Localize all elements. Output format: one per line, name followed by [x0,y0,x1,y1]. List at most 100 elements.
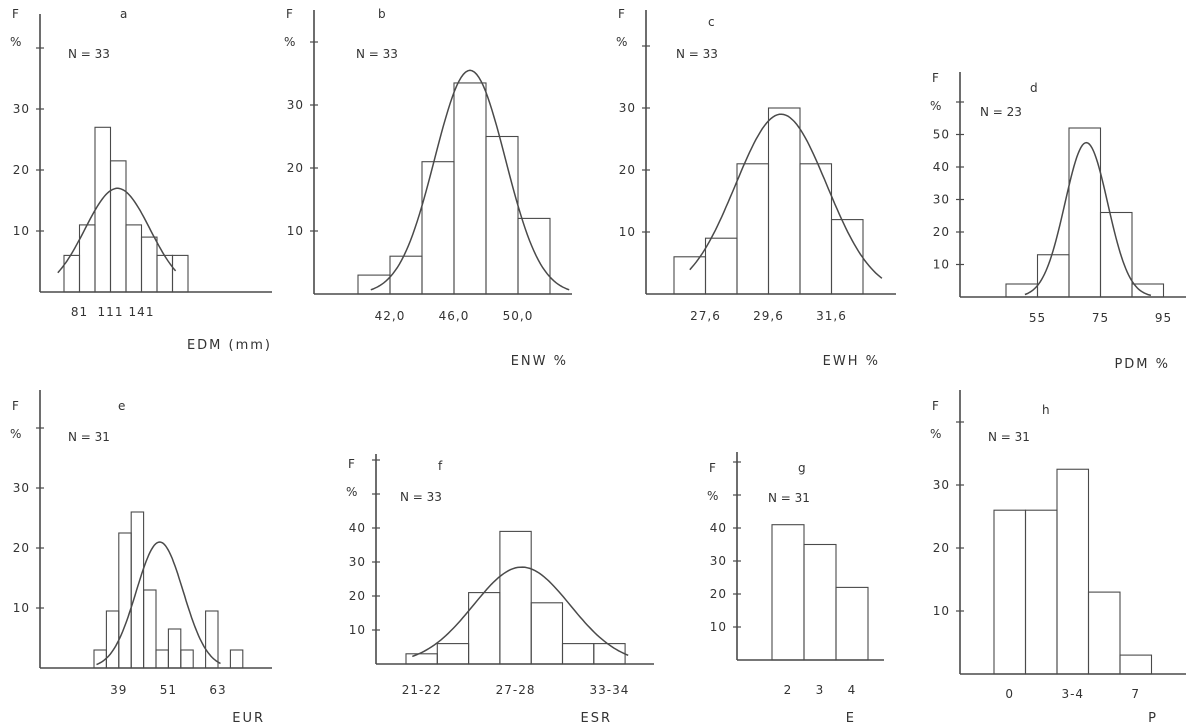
histogram-bar-111-126 [109,160,127,293]
x-tick-label: 63 [209,683,226,697]
y-tick-label: 10 [619,225,636,239]
y-tick-label: 40 [349,521,366,535]
histogram-bar-51-54 [167,628,182,669]
histogram-bar-26,6-27,6 [673,256,707,295]
y-axis-title-percent: % [930,427,941,441]
x-tick-label: 81 [71,305,88,319]
y-tick-label: 30 [349,555,366,569]
x-axis-label: EDM (mm) [187,338,272,353]
panel-letter: f [438,459,443,473]
y-tick-label: 30 [619,101,636,115]
panel-letter: g [798,461,806,475]
y-tick-label: 40 [933,160,950,174]
histogram-bar-36-39 [105,610,120,669]
histogram-bar-85-95 [1131,283,1165,298]
y-axis-title-f: F [348,457,355,471]
panel-e: 10 20 30 F% e N = 31 39 51 63 EUR [10,390,272,726]
x-tick-label: 46,0 [439,309,470,323]
y-tick-label: 30 [933,478,950,492]
histogram-bar-40,0-42,0 [357,274,391,295]
histogram-bar-27,6-28,6 [704,237,738,295]
histogram-bar-171-186 [171,254,189,293]
histogram-bar-2 [771,524,805,661]
panel-letter: d [1030,81,1038,95]
sample-size: N = 31 [68,430,110,444]
panel-letter: h [1042,403,1050,417]
y-tick-label: 20 [287,161,304,175]
y-axis-title-percent: % [10,427,21,441]
x-tick-label: 51 [160,683,177,697]
histogram-bar-33-34 [593,643,626,665]
normal-curve [370,69,570,291]
y-tick-label: 20 [349,589,366,603]
histogram-bar-42,0-44,0 [389,255,423,295]
x-axis-label: ESR [581,711,613,726]
histogram-bar-27-28 [499,530,532,665]
y-axis-title-percent: % [10,35,21,49]
x-axis-label: EUR [232,711,265,726]
histogram-bar-29-30 [530,602,564,665]
histogram-bar-60-63 [205,610,219,669]
panel-letter: a [120,7,127,21]
x-tick-label: 3 [816,683,825,697]
histogram-bar-31-32 [561,643,595,665]
histogram-bar-5-6 [1087,591,1121,675]
histogram-bar-45-48 [143,589,157,669]
y-axis-title-f: F [618,7,625,21]
x-tick-label: 27-28 [496,683,536,697]
histogram-bar-66-69 [229,649,244,669]
histogram-bar-65-75 [1068,127,1102,298]
x-tick-label: 29,6 [753,309,784,323]
y-tick-label: 10 [349,623,366,637]
x-axis-label: ENW % [511,354,568,369]
panel-letter: e [118,399,125,413]
y-axis-title-f: F [932,71,939,85]
x-tick-label: 111 [98,305,124,319]
y-tick-label: 10 [287,224,304,238]
x-axis-label: E [846,711,856,726]
histogram-bar-156-171 [156,254,174,293]
histogram-bar-3-4 [1056,468,1090,675]
normal-curve [57,187,177,274]
panel-g: 10 20 30 40 F% g N = 31 2 3 4 E [707,452,884,726]
y-tick-label: 30 [13,102,30,116]
y-tick-label: 10 [933,258,950,272]
y-axis-title-percent: % [930,99,941,113]
x-tick-label: 7 [1131,687,1140,701]
x-tick-label: 33-34 [590,683,630,697]
y-tick-label: 20 [619,163,636,177]
sample-size: N = 31 [768,491,810,505]
histogram-bar-48,0-50,0 [485,135,519,295]
y-axis-title-percent: % [616,35,627,49]
y-axis-title-percent: % [284,35,295,49]
histogram-bar-23-24 [436,643,470,665]
y-axis-title-f: F [12,399,19,413]
panel-letter: c [708,15,715,29]
y-axis-title-percent: % [707,489,718,503]
x-axis-label: PDM % [1114,357,1170,372]
histogram-bar-126-141 [125,224,143,293]
histogram-bar-7 [1119,654,1153,675]
histogram-bar-4 [835,586,869,661]
histogram-bar-141-156 [140,236,158,293]
y-tick-label: 30 [710,554,727,568]
x-tick-label: 4 [848,683,857,697]
histogram-bar-29,6-30,6 [767,107,801,295]
y-axis-title-f: F [709,461,716,475]
histogram-bar-46,0-48,0 [453,82,487,295]
histogram-bar-75-85 [1099,211,1133,298]
sample-size: N = 33 [676,47,718,61]
x-tick-label: 75 [1092,311,1109,325]
y-tick-label: 30 [933,193,950,207]
x-tick-label: 27,6 [690,309,721,323]
histogram-bar-3 [803,543,837,661]
x-tick-label: 3-4 [1061,687,1084,701]
sample-size: N = 33 [356,47,398,61]
x-axis-label: P [1148,711,1158,726]
x-tick-label: 141 [129,305,155,319]
sample-size: N = 23 [980,105,1022,119]
y-axis-title-f: F [286,7,293,21]
y-tick-label: 30 [287,98,304,112]
histogram-bar-54-57 [180,649,194,669]
